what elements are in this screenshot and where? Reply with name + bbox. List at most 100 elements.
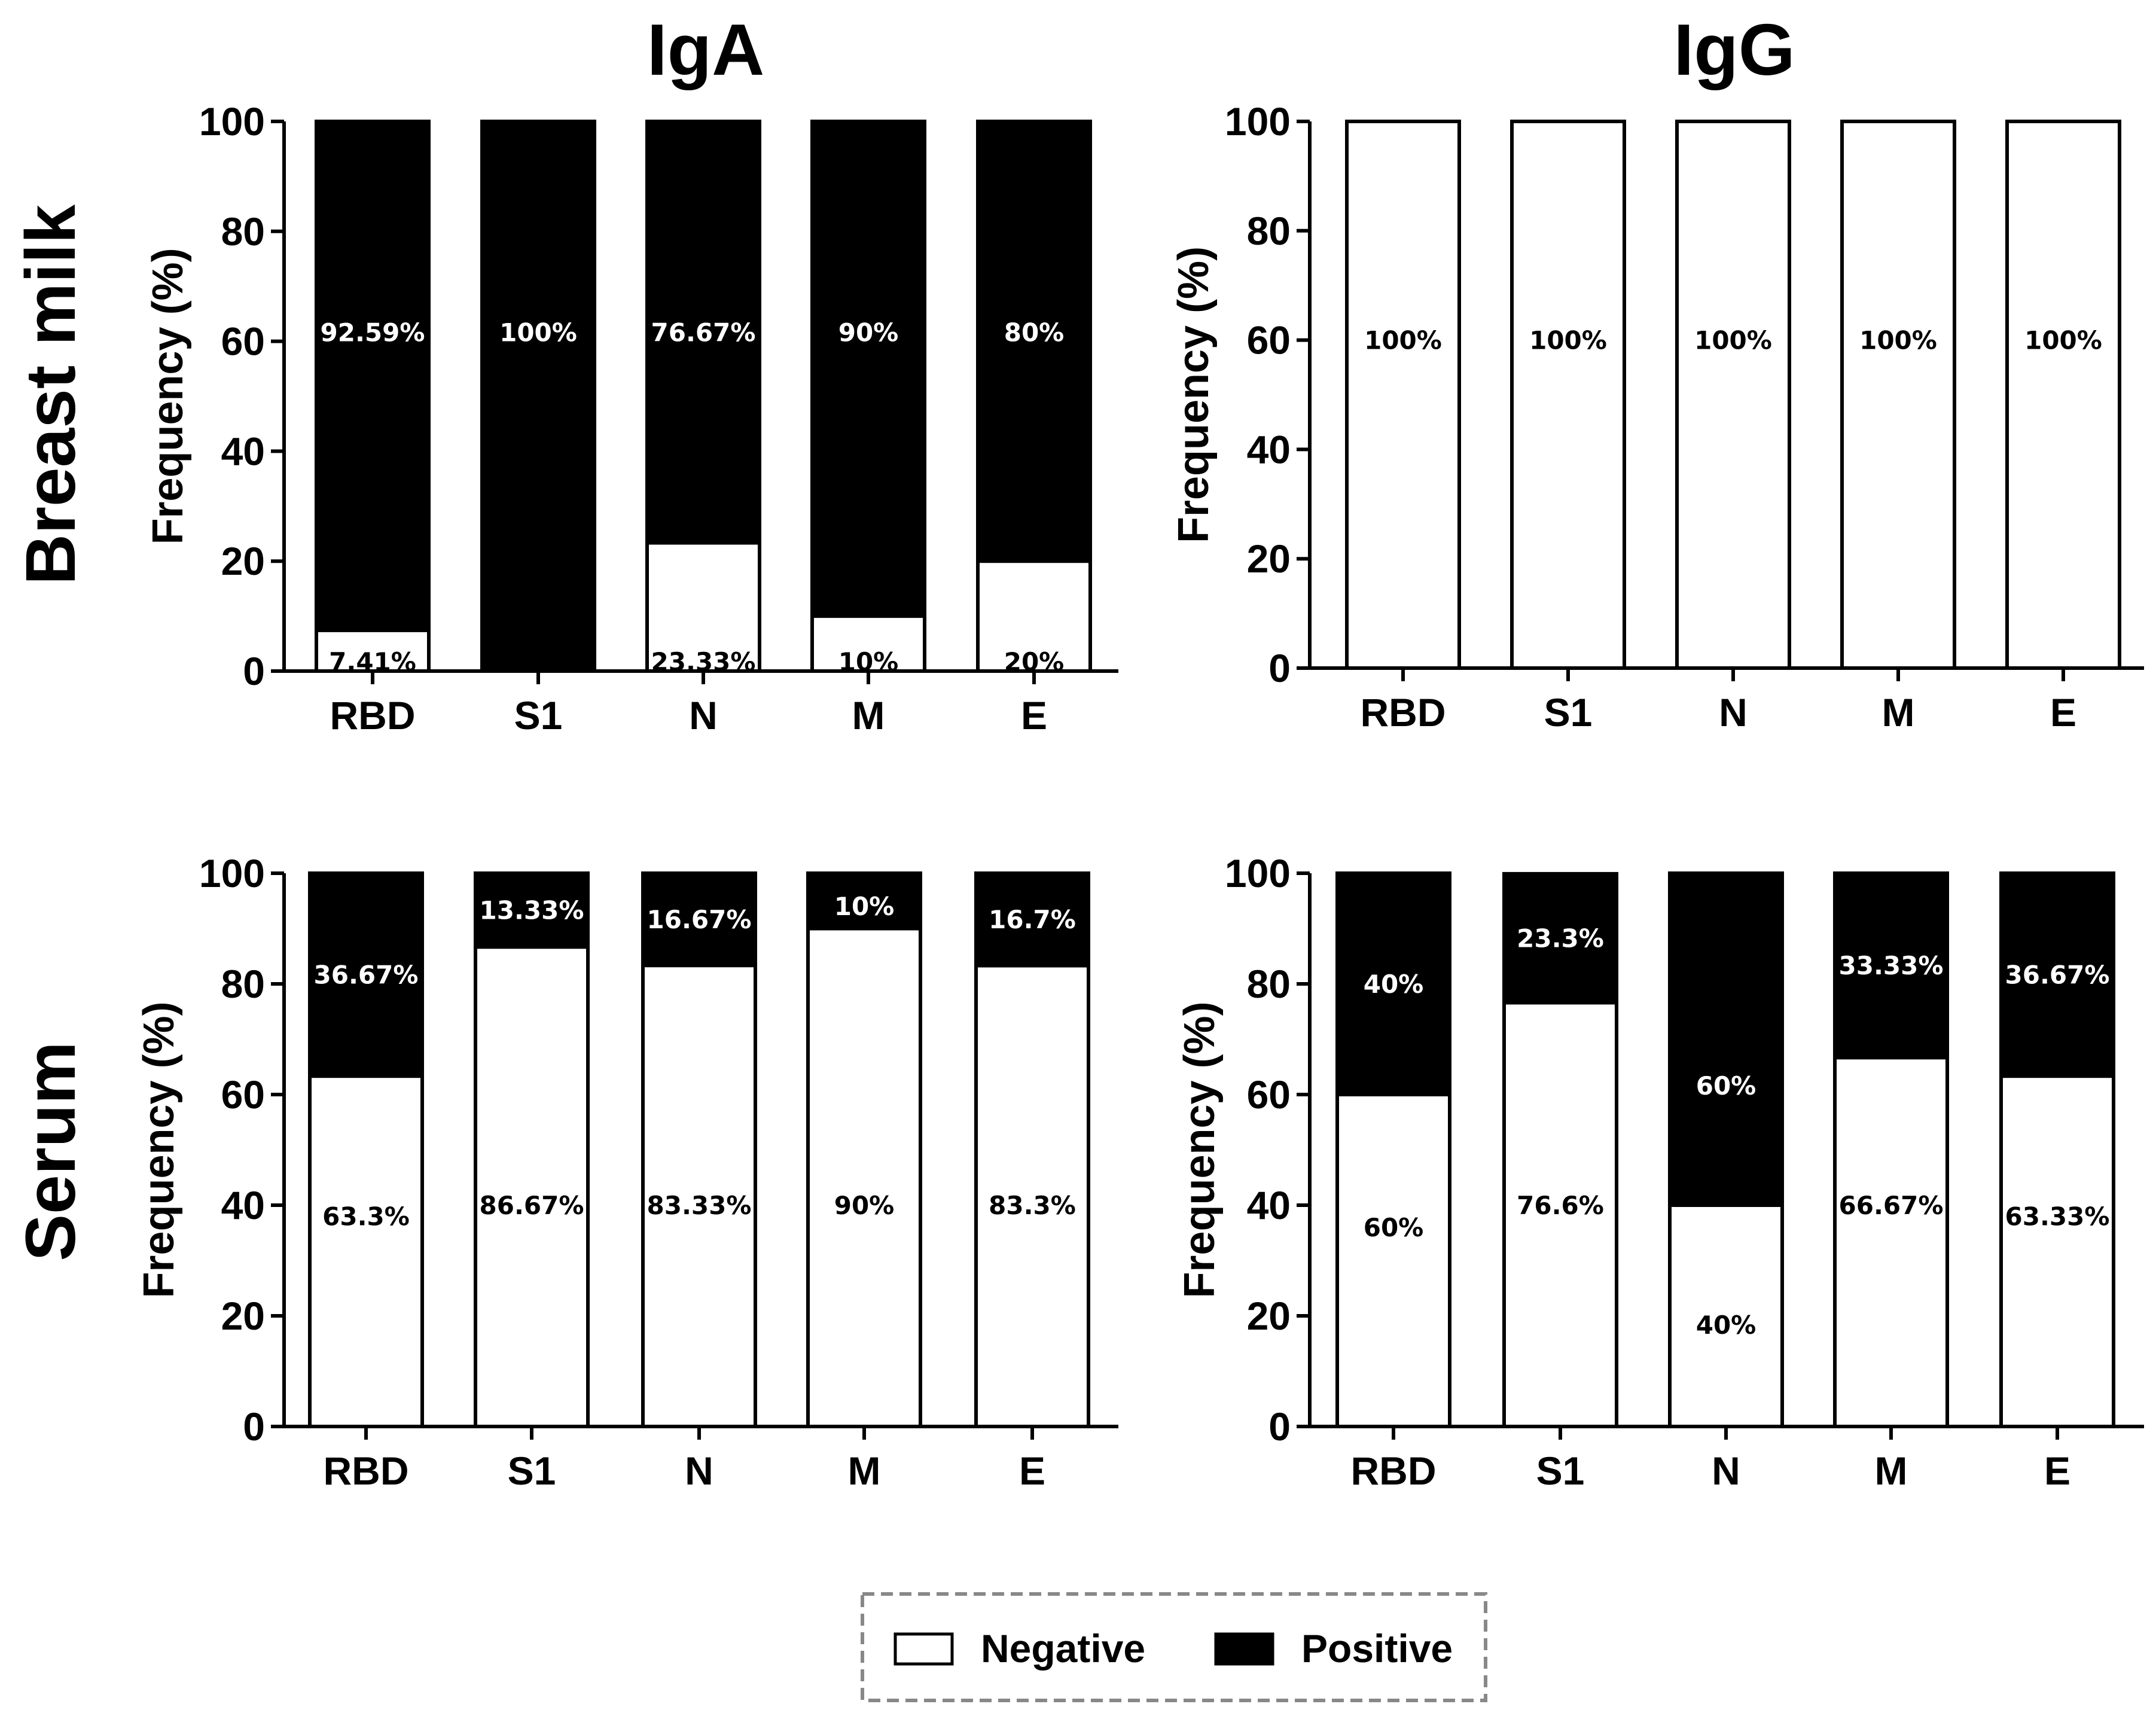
bar-positive [480,120,596,673]
y-axis-label: Frequency (%) [144,248,192,544]
bar-positive [976,120,1092,563]
y-tick-label: 20 [1247,1294,1291,1338]
bar-positive [315,120,431,632]
y-tick-label: 20 [221,539,265,583]
data-label-positive: 60% [1696,1071,1756,1101]
x-tick-label: RBD [324,1449,409,1493]
data-label-negative: 7.41% [329,647,416,676]
data-label-positive: 36.67% [314,961,419,990]
x-tick-label: N [1712,1449,1740,1493]
bar-positive [308,871,424,1078]
bar-negative [641,964,757,1428]
x-tick-label: M [1875,1449,1908,1493]
y-axis-label: Frequency (%) [1176,1001,1224,1298]
bar-negative [645,541,761,673]
data-label-negative: 20% [1004,647,1065,676]
data-label-positive: 80% [1004,318,1065,348]
bar-positive [1668,871,1784,1207]
row-title-breast-milk: Breast milk [11,205,90,586]
x-tick-label: E [2050,690,2076,734]
bar-positive [641,871,757,968]
x-tick-label: E [1019,1449,1045,1493]
data-label-negative: 83.33% [647,1191,752,1220]
bar-negative [1502,1001,1618,1428]
data-label-positive: 16.67% [647,905,752,934]
bar-negative [308,1074,424,1428]
bar-positive [645,120,761,545]
y-tick-label: 60 [221,1072,265,1117]
bar-negative [974,964,1090,1428]
y-tick-label: 0 [243,1404,265,1449]
bar-negative [1840,120,1956,670]
legend-swatch-negative [893,1632,954,1666]
data-label-negative: 76.6% [1517,1191,1604,1220]
bar-negative [806,926,922,1428]
x-tick-label: E [2044,1449,2070,1493]
data-label-positive: 10% [834,892,895,921]
legend-label-negative: Negative [981,1626,1145,1671]
y-tick-label: 40 [221,429,265,473]
bar-negative [1999,1074,2115,1428]
x-tick-label: RBD [1351,1449,1437,1493]
y-tick-label: 40 [1247,1183,1291,1227]
bar-negative [315,628,431,673]
bar-positive [1833,871,1949,1060]
data-label-negative: 63.33% [2005,1202,2110,1232]
y-tick-label: 100 [199,851,265,895]
bar-negative [1335,1093,1451,1428]
bar-positive [1502,871,1618,1005]
y-tick-label: 60 [1247,318,1291,362]
y-tick-label: 0 [243,649,265,693]
y-tick-label: 100 [1225,99,1291,144]
y-tick-label: 40 [1247,427,1291,471]
data-label-positive: 36.67% [2005,961,2110,990]
x-tick-label: N [1719,690,1748,734]
legend-label-positive: Positive [1301,1626,1453,1671]
x-tick-label: M [852,693,885,737]
y-tick-label: 80 [221,209,265,254]
x-tick-label: M [1882,690,1915,734]
bar-negative [1833,1056,1949,1428]
bar-negative [1510,120,1626,670]
data-label-negative: 86.67% [480,1191,584,1220]
legend-swatch-positive [1214,1632,1274,1666]
data-label-negative: 63.3% [322,1202,410,1232]
y-tick-label: 80 [1247,209,1291,253]
data-label-negative: 100% [1529,326,1607,355]
data-label-positive: 33.33% [1839,951,1944,980]
bar-negative [1675,120,1791,670]
data-label-negative: 100% [1364,326,1442,355]
data-label-positive: 13.33% [480,896,584,925]
data-label-negative: 10% [838,647,899,676]
y-tick-label: 0 [1268,1404,1291,1449]
x-tick-label: N [685,1449,713,1493]
data-label-negative: 100% [1859,326,1937,355]
bar-positive [1999,871,2115,1078]
y-tick-label: 20 [1247,537,1291,581]
data-label-negative: 100% [2024,326,2102,355]
bar-positive [806,871,922,931]
data-label-positive: 16.7% [989,905,1076,934]
bar-positive [474,871,590,949]
data-label-negative: 40% [1696,1310,1756,1340]
data-label-positive: 100% [499,318,577,348]
y-tick-label: 100 [1225,851,1291,895]
bar-negative [1345,120,1461,670]
bar-positive [974,871,1090,968]
column-title-iga: IgA [647,9,765,90]
x-tick-label: S1 [514,693,563,737]
column-title-igg: IgG [1673,9,1795,90]
panel-4: 0 20 40 60 80 100 Frequency (%) RBD 40% 60% S1 23.3… [1176,851,2144,1493]
x-tick-label: S1 [508,1449,556,1493]
x-tick-label: RBD [1361,690,1446,734]
y-tick-label: 80 [221,962,265,1006]
bar-positive [810,120,926,618]
data-label-negative: 100% [1694,326,1772,355]
panel-2: 0 20 40 60 80 100 Frequency (%) RBD 100% S1 100% N 1… [1170,99,2144,734]
data-label-positive: 90% [838,318,899,348]
panel-1: 0 20 40 60 80 100 Frequency (%) RBD 92.59% 7.41% S… [144,99,1118,737]
y-tick-label: 100 [199,99,265,144]
x-tick-label: S1 [1544,690,1593,734]
y-tick-label: 40 [221,1183,265,1227]
